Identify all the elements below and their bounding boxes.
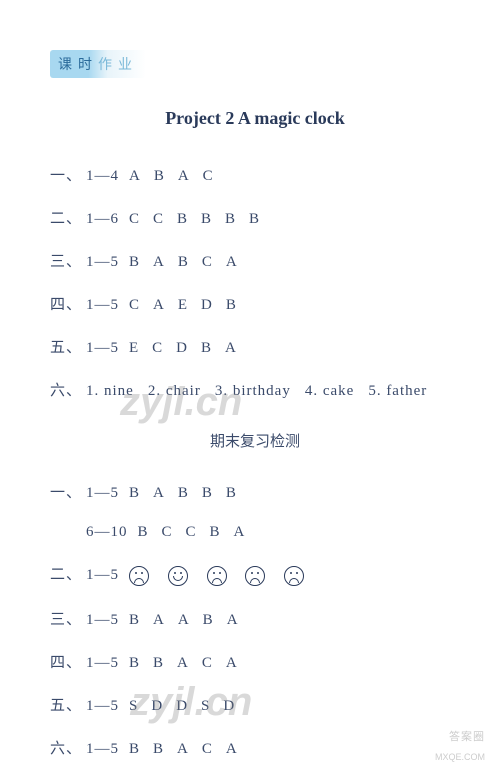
answer-line-4: 四、1—5 CAEDB <box>50 293 460 314</box>
prefix: 二、 <box>50 211 82 227</box>
header-tag-light: 作业 <box>98 58 138 73</box>
header-tag-dark: 课时 <box>58 58 98 73</box>
answers: BAABA <box>129 612 252 628</box>
answers: BCCBA <box>138 524 259 540</box>
range: 1—5 <box>86 655 119 671</box>
s2-line-6: 六、1—5 BBACA <box>50 737 460 758</box>
range: 1—5 <box>86 297 119 313</box>
word-item: 4. cake <box>305 383 354 399</box>
header-tag: 课时作业 <box>50 50 146 78</box>
prefix: 三、 <box>50 254 82 270</box>
answers: CCBBBB <box>129 211 273 227</box>
corner-logo: 答案圈 <box>449 728 485 744</box>
answers: BBACA <box>129 741 251 757</box>
answer-line-2: 二、1—6 CCBBBB <box>50 207 460 228</box>
corner-url: MXQE.COM <box>435 752 485 762</box>
range: 1—5 <box>86 698 119 714</box>
range: 1—6 <box>86 211 119 227</box>
answers: BABCA <box>129 254 251 270</box>
sad-face-icon <box>207 566 227 586</box>
range: 6—10 <box>86 524 128 540</box>
page-title: Project 2 A magic clock <box>50 108 460 129</box>
s2-line-5: 五、1—5 SDDSD <box>50 694 460 715</box>
answers: ABAC <box>129 168 227 184</box>
word-item: 2. chair <box>148 383 201 399</box>
sad-face-icon <box>245 566 265 586</box>
prefix: 五、 <box>50 340 82 356</box>
word-item: 5. father <box>368 383 427 399</box>
range: 1—5 <box>86 741 119 757</box>
sad-face-icon <box>129 566 149 586</box>
prefix: 一、 <box>50 168 82 184</box>
answer-line-3: 三、1—5 BABCA <box>50 250 460 271</box>
prefix: 二、 <box>50 567 82 583</box>
s2-line-1b: 6—10 BCCBA <box>50 524 460 541</box>
section2-title: 期末复习检测 <box>50 430 460 451</box>
range: 1—5 <box>86 567 119 583</box>
answer-line-5: 五、1—5 ECDBA <box>50 336 460 357</box>
prefix: 四、 <box>50 655 82 671</box>
range: 1—5 <box>86 612 119 628</box>
s2-line-3: 三、1—5 BAABA <box>50 608 460 629</box>
emoji-row <box>129 566 318 586</box>
range: 1—5 <box>86 254 119 270</box>
prefix: 一、 <box>50 485 82 501</box>
happy-face-icon <box>168 566 188 586</box>
words: 1. nine 2. chair 3. birthday 4. cake 5. fath… <box>86 383 441 399</box>
answers: CAEDB <box>129 297 250 313</box>
sad-face-icon <box>284 566 304 586</box>
range: 1—5 <box>86 340 119 356</box>
answer-line-6: 六、1. nine 2. chair 3. birthday 4. cake 5. fa… <box>50 379 460 400</box>
range: 1—4 <box>86 168 119 184</box>
prefix: 四、 <box>50 297 82 313</box>
word-item: 3. birthday <box>215 383 291 399</box>
prefix: 六、 <box>50 741 82 757</box>
word-item: 1. nine <box>86 383 134 399</box>
s2-line-2: 二、1—5 <box>50 563 460 586</box>
answers: ECDBA <box>129 340 250 356</box>
answers: SDDSD <box>129 698 248 714</box>
s2-line-1a: 一、1—5 BABBB <box>50 481 460 502</box>
prefix: 五、 <box>50 698 82 714</box>
answers: BABBB <box>129 485 250 501</box>
s2-line-4: 四、1—5 BBACA <box>50 651 460 672</box>
range: 1—5 <box>86 485 119 501</box>
answers: BBACA <box>129 655 251 671</box>
prefix: 六、 <box>50 383 82 399</box>
prefix: 三、 <box>50 612 82 628</box>
answer-line-1: 一、1—4 ABAC <box>50 164 460 185</box>
